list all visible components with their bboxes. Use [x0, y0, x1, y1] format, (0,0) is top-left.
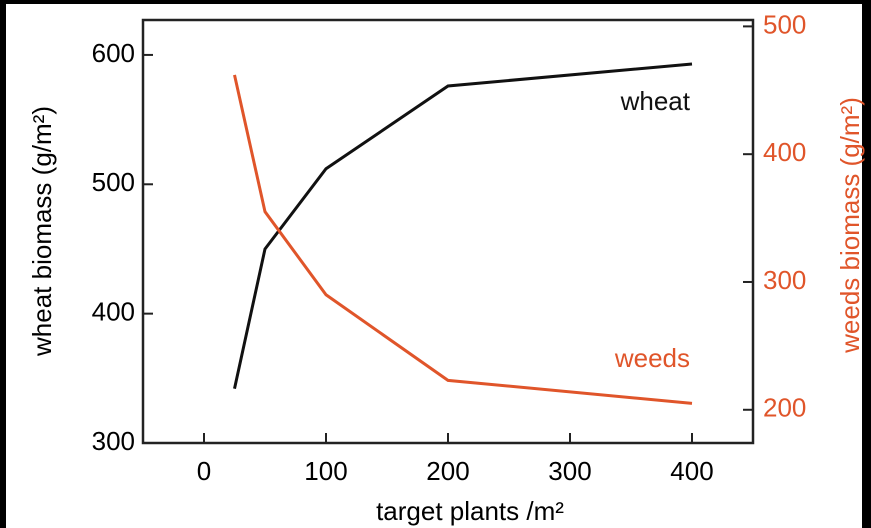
- figure-background: [6, 4, 862, 528]
- series-label: weeds: [614, 343, 690, 373]
- y-axis-label: wheat biomass (g/m²): [27, 106, 57, 357]
- series-line: [233, 74, 693, 405]
- y2-tick-label: 200: [763, 393, 806, 423]
- x-tick-label: 0: [197, 456, 211, 486]
- x-tick-label: 400: [670, 456, 713, 486]
- y-tick-label: 300: [92, 426, 135, 456]
- x-tick-label: 100: [304, 456, 347, 486]
- x-axis-label: target plants /m²: [376, 496, 564, 526]
- y2-tick-label: 400: [763, 137, 806, 167]
- y2-tick-label: 500: [763, 9, 806, 39]
- x-tick-label: 300: [548, 456, 591, 486]
- y-tick-label: 500: [92, 167, 135, 197]
- x-tick-label: 200: [426, 456, 469, 486]
- y-tick-label: 400: [92, 297, 135, 327]
- y2-axis-label: weeds biomass (g/m²): [835, 97, 865, 354]
- y2-tick-label: 300: [763, 265, 806, 295]
- series-label: wheat: [620, 86, 691, 116]
- y-tick-label: 600: [92, 38, 135, 68]
- series-line: [233, 62, 693, 389]
